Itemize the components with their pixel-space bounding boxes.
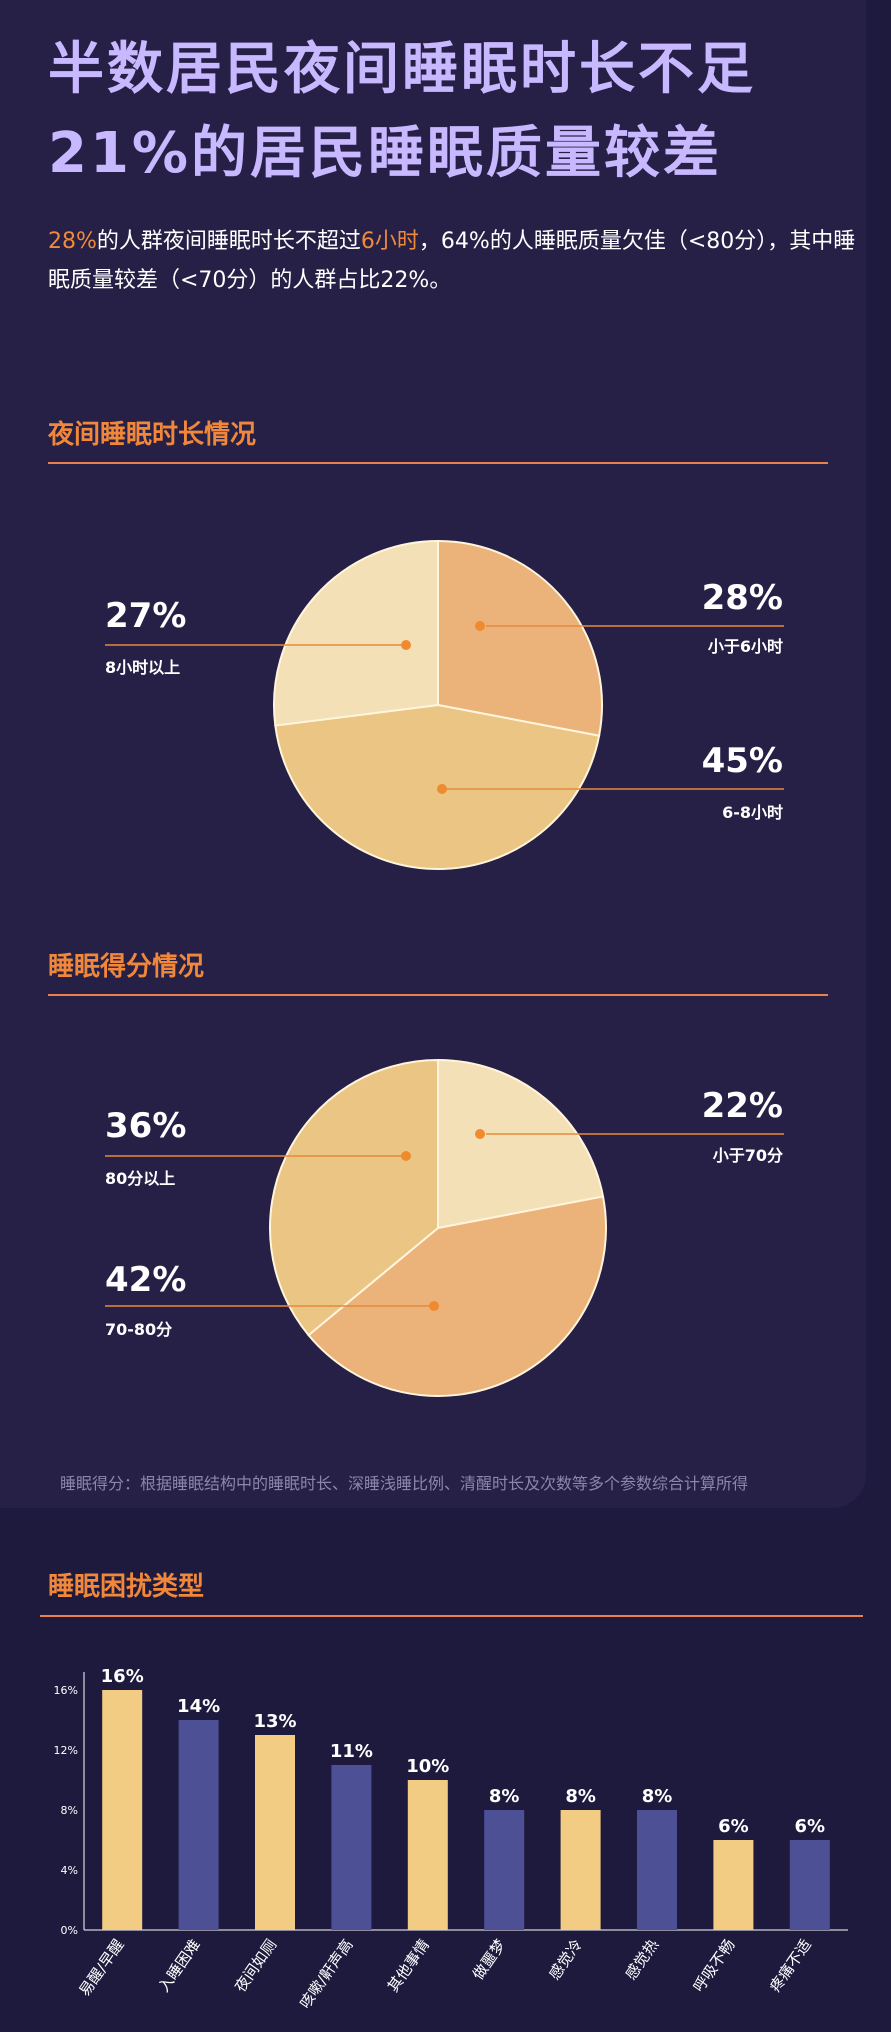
bar-value-label: 6% (795, 1816, 826, 1837)
leader-dot (437, 784, 447, 794)
x-category-label: 易醒/早醒 (75, 1936, 127, 2000)
y-tick-label: 0% (61, 1924, 78, 1937)
bar-value-label: 10% (406, 1756, 449, 1777)
section-title-sleep-score: 睡眠得分情况 (48, 952, 205, 982)
bar-value-label: 8% (565, 1786, 596, 1807)
pie1-label-6-8h: 6-8小时 (722, 803, 783, 822)
pie2-label-pct-70-80: 42% (105, 1260, 187, 1300)
intro-highlight-hours: 6小时 (360, 229, 419, 254)
pie2-label-70-80: 70-80分 (105, 1320, 173, 1339)
x-category-label: 咳嗽/鼾声高 (296, 1936, 357, 2012)
bar (637, 1810, 677, 1930)
section-title-sleep-problems: 睡眠困扰类型 (48, 1572, 205, 1602)
bar (560, 1810, 601, 1930)
bar (255, 1735, 295, 1930)
bar (789, 1840, 830, 1930)
section-divider (48, 994, 828, 996)
y-tick-label: 12% (54, 1744, 78, 1757)
x-category-label: 感觉热 (622, 1936, 663, 1983)
pie-slice (437, 539, 603, 737)
bar (407, 1780, 448, 1930)
x-category-label: 疼痛不适 (766, 1936, 815, 1995)
pie2-label-pct-under-70: 22% (701, 1086, 783, 1126)
bar-value-label: 8% (642, 1786, 673, 1807)
pie2-label-pct-80-plus: 36% (105, 1106, 187, 1146)
pie-chart-sleep-duration (105, 539, 784, 870)
y-tick-label: 16% (54, 1684, 78, 1697)
pie1-label-under-6h: 小于6小时 (707, 637, 783, 656)
bar (713, 1840, 754, 1930)
intro-text-part-2: ，64%的人睡眠质量欠佳（<80分），其中睡眠质量较差（<70分）的人群占比22… (48, 229, 856, 293)
section-title-sleep-duration: 夜间睡眠时长情况 (48, 420, 257, 450)
pie1-label-pct-6-8h: 45% (701, 741, 783, 781)
x-category-label: 做噩梦 (469, 1936, 510, 1983)
pie-slice (307, 1195, 607, 1397)
pie2-label-under-70: 小于70分 (712, 1146, 783, 1165)
leader-dot (475, 1129, 485, 1139)
bar (331, 1765, 372, 1930)
leader-dot (429, 1301, 439, 1311)
bar-value-label: 11% (330, 1741, 373, 1762)
pie1-label-pct-8h-plus: 27% (105, 596, 187, 636)
bar-value-label: 6% (718, 1816, 749, 1837)
bar-chart-sleep-problems: 0% 4% 8% 12% 16% 16% 易醒/早醒 14% 入睡困难 13% 夜间如厕 11% 咳嗽/… (54, 1666, 848, 2012)
page-title-line-2: 21%的居民睡眠质量较差 (48, 121, 723, 186)
leader-dot (401, 640, 411, 650)
leader-dot (475, 621, 485, 631)
x-category-label: 呼吸不畅 (690, 1936, 739, 1995)
section-divider (48, 462, 828, 464)
pie-slice (273, 539, 439, 727)
x-category-label: 夜间如厕 (231, 1936, 280, 1995)
bar-value-label: 13% (253, 1711, 296, 1732)
pie2-label-80-plus: 80分以上 (105, 1169, 176, 1188)
x-category-label: 入睡困难 (155, 1936, 204, 1995)
intro-highlight-pct: 28% (48, 229, 97, 254)
pie-slice (274, 703, 601, 870)
pie1-label-pct-under-6h: 28% (701, 578, 783, 618)
leader-dot (401, 1151, 411, 1161)
pie-chart-sleep-score (105, 1058, 784, 1397)
bar (484, 1810, 525, 1930)
y-tick-label: 4% (61, 1864, 78, 1877)
intro-text: 28%的人群夜间睡眠时长不超过6小时，64%的人睡眠质量欠佳（<80分），其中睡… (48, 222, 858, 300)
x-category-label: 其他事情 (384, 1936, 433, 1995)
section-divider (40, 1615, 863, 1617)
intro-text-part-1: 的人群夜间睡眠时长不超过 (96, 229, 361, 254)
pie1-label-8h-plus: 8小时以上 (105, 658, 181, 677)
y-tick-label: 8% (61, 1804, 78, 1817)
bar-value-label: 14% (177, 1696, 220, 1717)
score-footnote: 睡眠得分：根据睡眠结构中的睡眠时长、深睡浅睡比例、清醒时长及次数等多个参数综合计… (60, 1474, 749, 1493)
bar-value-label: 16% (101, 1666, 144, 1687)
x-category-label: 感觉冷 (545, 1936, 586, 1983)
bar (178, 1720, 219, 1930)
bar (102, 1690, 143, 1930)
page-title-line-1: 半数居民夜间睡眠时长不足 (48, 37, 756, 102)
pie-slice (437, 1058, 605, 1230)
bar-value-label: 8% (489, 1786, 520, 1807)
